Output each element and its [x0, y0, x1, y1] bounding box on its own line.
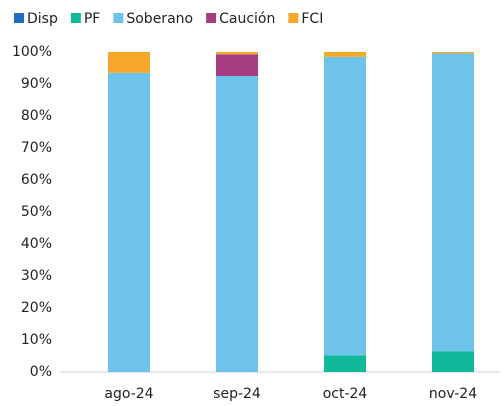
y-tick-label: 90% [21, 76, 52, 92]
legend-label: PF [84, 11, 101, 27]
legend-label: Caución [219, 11, 275, 27]
y-tick-label: 0% [30, 364, 52, 380]
bar-segment [324, 56, 366, 356]
y-tick-label: 80% [21, 108, 52, 124]
bar-segment [216, 76, 258, 372]
bar-segment [216, 54, 258, 76]
y-tick-label: 10% [21, 332, 52, 348]
legend-swatch [70, 13, 81, 23]
y-tick-label: 20% [21, 300, 52, 316]
bar-segment [216, 52, 258, 55]
bar-segment [324, 52, 366, 57]
y-tick-label: 60% [21, 172, 52, 188]
bar-segment [432, 351, 474, 372]
legend-swatch [14, 13, 24, 23]
legend-swatch [113, 13, 124, 23]
bar-segment [432, 52, 474, 54]
y-tick-label: 40% [21, 236, 52, 252]
y-tick-label: 30% [21, 268, 52, 284]
x-tick-label: oct-24 [323, 386, 368, 402]
bar-segment [108, 72, 150, 373]
bar-segment [432, 53, 474, 352]
bar-segment [324, 355, 366, 372]
legend-swatch [288, 13, 299, 23]
x-tick-label: sep-24 [213, 386, 261, 402]
x-tick-label: nov-24 [429, 386, 477, 402]
legend-label: FCI [301, 11, 323, 27]
y-tick-label: 50% [21, 204, 52, 220]
y-tick-label: 100% [12, 44, 52, 60]
bar-segment [108, 52, 150, 73]
legend-label: Disp [27, 11, 58, 27]
x-tick-label: ago-24 [104, 386, 153, 402]
legend-swatch [206, 13, 217, 23]
legend-label: Soberano [126, 11, 193, 27]
y-tick-label: 70% [21, 140, 52, 156]
